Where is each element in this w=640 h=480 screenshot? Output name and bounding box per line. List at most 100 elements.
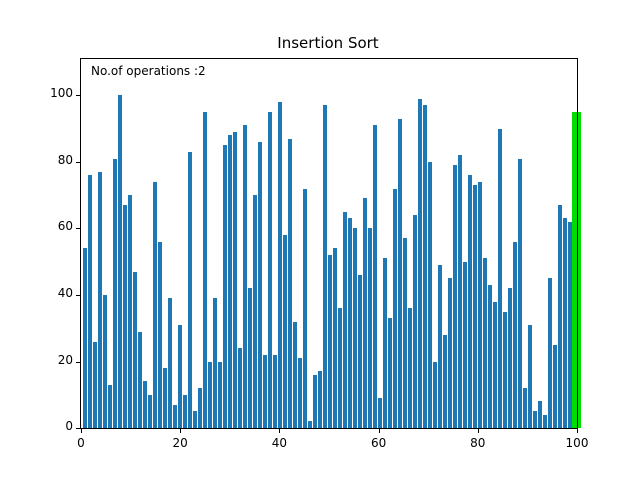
bar [423,105,427,428]
bar [138,331,142,428]
bar [548,278,552,428]
bar [203,111,207,428]
bar [413,215,417,428]
bar [513,241,517,428]
bar [133,271,137,428]
bar [83,248,87,428]
bar [113,158,117,428]
right-spine [577,59,578,428]
bar [163,368,167,428]
bar [268,111,272,428]
bar [333,248,337,428]
x-tick [180,429,182,433]
x-tick-label: 20 [172,436,188,450]
bar [128,195,132,428]
y-tick [76,361,80,363]
chart-title: Insertion Sort [277,34,379,52]
bar [218,361,222,428]
x-tick-label: 80 [470,436,486,450]
x-tick-label: 100 [565,436,589,450]
bar [183,394,187,428]
bar [223,145,227,428]
bar [568,221,572,428]
bar [483,258,487,428]
bar [168,298,172,428]
x-tick-label: 40 [271,436,288,450]
bar [238,348,242,428]
bar [523,388,527,428]
bar [428,161,432,428]
bar [273,354,277,428]
bar [493,301,497,428]
y-tick [76,428,80,429]
bar [383,258,387,428]
bar [293,321,297,428]
y-tick [76,161,80,163]
bar [553,344,557,428]
x-tick [577,429,578,433]
bar [363,198,367,428]
bar [393,188,397,428]
y-tick-label: 80 [57,152,73,167]
bar [258,141,262,428]
y-tick-label: 60 [57,219,73,234]
bar [538,401,542,428]
bar [88,175,92,428]
bar [458,155,462,428]
bar [358,275,362,428]
x-tick-label: 0 [77,436,85,450]
bar [448,278,452,428]
bar [298,358,302,428]
y-tick-label: 100 [50,86,73,101]
bar [153,181,157,428]
y-tick [76,294,80,296]
bar [108,384,112,428]
bar [558,205,562,428]
bar [173,404,177,428]
bar [563,218,567,428]
y-tick [76,228,80,230]
bar [478,181,482,428]
bar [443,334,447,428]
bar [463,261,467,428]
bar [488,284,492,428]
bar [228,135,232,428]
bar [433,361,437,428]
bar [498,128,502,428]
bar [198,388,202,428]
bar [208,361,212,428]
bar [468,175,472,428]
bar [318,371,322,428]
bar [533,411,537,428]
y-tick [76,95,80,97]
bar [408,308,412,428]
bar [323,105,327,428]
bar [148,394,152,428]
bar [188,151,192,428]
y-tick-label: 20 [57,352,73,367]
bar [528,324,532,428]
bar [118,95,122,428]
bar [313,374,317,428]
y-tick-label: 0 [65,419,73,433]
bar [438,265,442,428]
bar [303,188,307,428]
bar [178,324,182,428]
bar [143,381,147,428]
bar [98,171,102,428]
bar [543,414,547,428]
bar [518,158,522,428]
bar [283,235,287,428]
bar [348,218,352,428]
y-tick-label: 40 [57,285,73,300]
plot-area: No.of operations :2 0 20 40 60 80 100 0 20 40 60 8… [50,58,588,450]
bar [213,298,217,428]
x-tick-label: 60 [370,436,387,450]
bar [308,421,312,428]
bar [403,238,407,428]
bar [233,131,237,428]
bar [453,165,457,428]
bar [328,255,332,428]
operations-annotation: No.of operations :2 [91,64,206,78]
bar [338,308,342,428]
